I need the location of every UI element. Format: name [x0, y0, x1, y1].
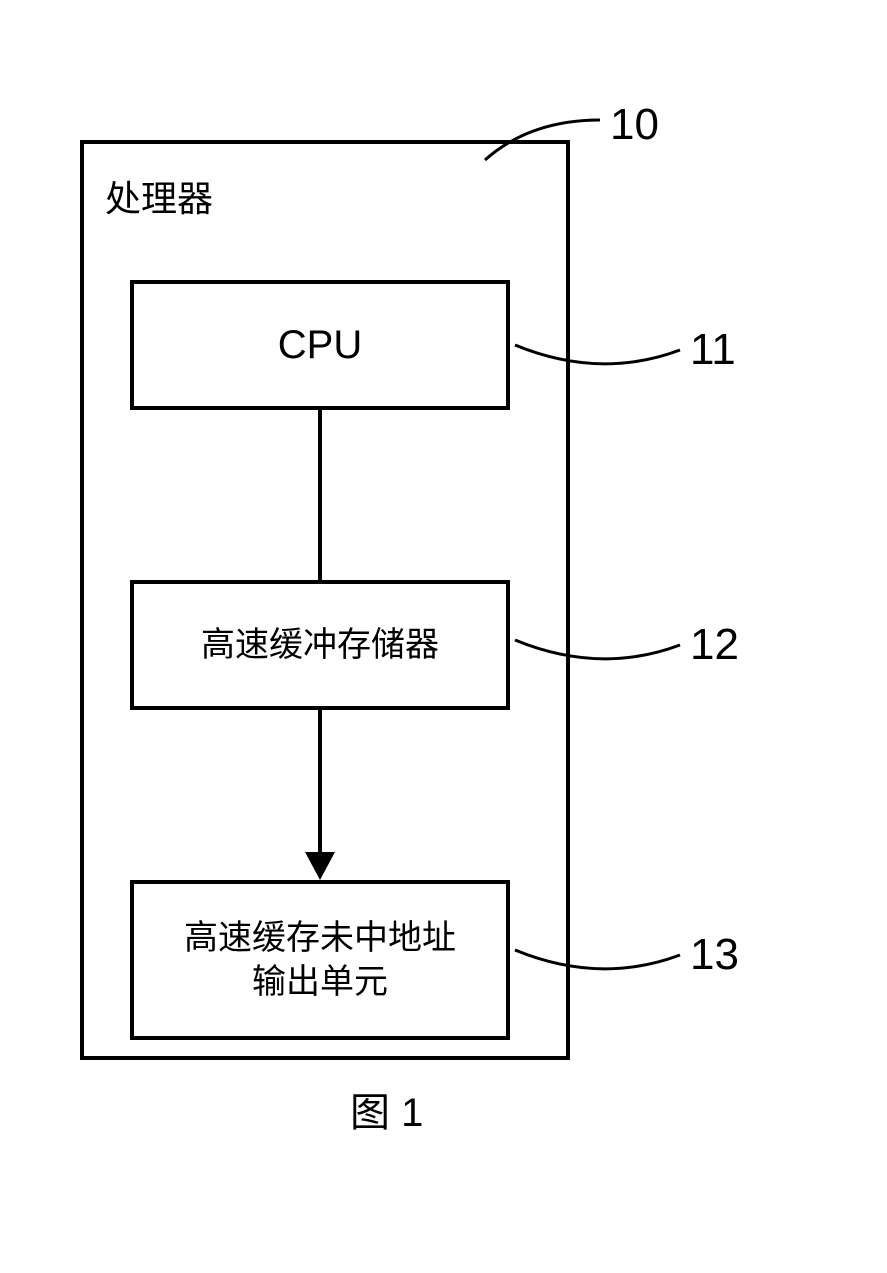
cache-box: 高速缓冲存储器	[130, 580, 510, 710]
leader-12	[510, 620, 690, 680]
arrow-head-icon	[305, 852, 335, 880]
cpu-box: CPU	[130, 280, 510, 410]
figure-caption: 图 1	[350, 1080, 423, 1138]
output-label-line1: 高速缓存未中地址	[184, 919, 456, 957]
output-label-line2: 输出单元	[252, 963, 388, 1001]
cpu-label: CPU	[278, 319, 362, 371]
leader-13	[510, 930, 690, 990]
cache-label: 高速缓冲存储器	[201, 623, 439, 667]
connector-cache-output	[318, 710, 322, 860]
processor-label: 处理器	[105, 170, 213, 222]
ref-label-11: 11	[690, 325, 736, 375]
leader-11	[510, 330, 690, 390]
output-label: 高速缓存未中地址 输出单元	[184, 916, 456, 1004]
diagram-container: 处理器 CPU 高速缓冲存储器 高速缓存未中地址 输出单元 10 11 12 1…	[80, 100, 640, 1060]
connector-cpu-cache	[318, 410, 322, 580]
ref-label-12: 12	[690, 620, 739, 670]
ref-label-13: 13	[690, 930, 739, 980]
ref-label-10: 10	[610, 100, 659, 150]
output-box: 高速缓存未中地址 输出单元	[130, 880, 510, 1040]
leader-10	[480, 110, 630, 170]
